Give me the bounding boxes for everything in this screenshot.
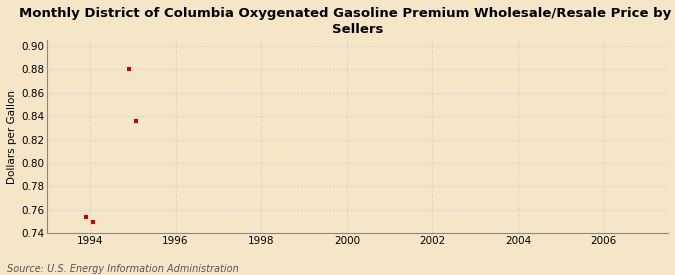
Point [81, 215, 92, 219]
Point [88, 219, 99, 224]
Text: Source: U.S. Energy Information Administration: Source: U.S. Energy Information Administ… [7, 264, 238, 274]
Point [124, 67, 134, 72]
Y-axis label: Dollars per Gallon: Dollars per Gallon [7, 90, 17, 184]
Title: Monthly District of Columbia Oxygenated Gasoline Premium Wholesale/Resale Price : Monthly District of Columbia Oxygenated … [20, 7, 675, 36]
Point [131, 119, 142, 123]
